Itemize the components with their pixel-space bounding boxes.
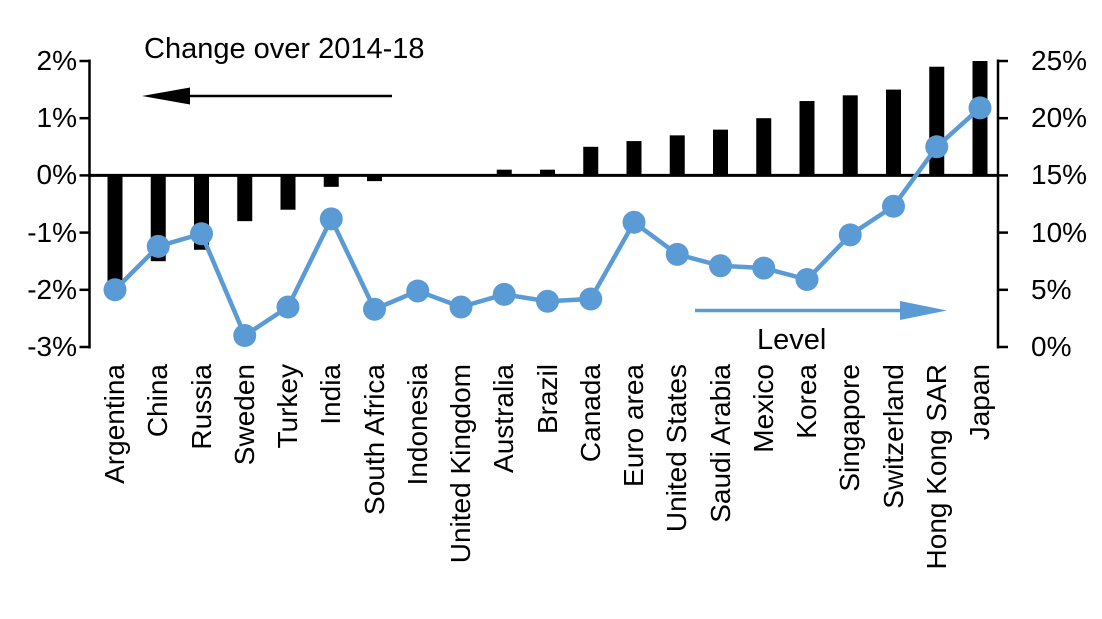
x-axis-label: Brazil [531, 364, 563, 435]
bar [540, 169, 555, 176]
line-dot [536, 289, 559, 313]
bar [323, 175, 339, 187]
line-dot [795, 268, 819, 292]
right-axis-tick-label: 20% [1031, 102, 1088, 134]
x-axis-label: Indonesia [401, 364, 433, 486]
line-dot [233, 324, 257, 348]
line-dot [363, 297, 386, 321]
bar [496, 169, 512, 176]
bar [626, 141, 642, 176]
left-series-label: Change over 2014-18 [144, 33, 425, 65]
right-axis-tick-label: 0% [1031, 331, 1072, 362]
x-axis-label: Australia [488, 364, 520, 473]
bar [842, 95, 858, 176]
right-axis-tick-label: 10% [1031, 216, 1088, 248]
x-axis-label: Korea [791, 364, 822, 439]
line-dot [752, 256, 776, 280]
line-dot [665, 242, 689, 266]
x-axis-label: Mexico [747, 364, 779, 453]
line-dot [882, 194, 905, 218]
bar [886, 89, 901, 176]
left-axis-tick-label: 0% [36, 159, 77, 191]
x-axis-label: Argentina [99, 364, 130, 484]
right-series-label: Level [757, 324, 827, 356]
bar-series [107, 61, 988, 285]
line-series [103, 96, 992, 348]
line-dot [925, 135, 949, 159]
x-axis-label: Hong Kong SAR [920, 364, 952, 570]
line-dot [146, 234, 170, 258]
x-axis-label: United Kingdom [445, 364, 476, 564]
line-dot [622, 210, 646, 234]
bar [583, 146, 599, 176]
x-axis-label: Russia [185, 364, 217, 450]
bar [107, 175, 123, 285]
x-axis-label: India [315, 364, 347, 425]
x-axis-label: Turkey [272, 364, 303, 449]
bar [929, 66, 945, 176]
line-dot [838, 223, 862, 247]
line-dot [190, 222, 213, 246]
left-axis-tick-label: 1% [36, 102, 77, 134]
line-dot [406, 279, 430, 303]
bar [669, 135, 685, 176]
line-dot [103, 278, 127, 302]
bar [713, 129, 728, 176]
x-axis-label: Euro area [618, 364, 649, 487]
x-axis-label: South Africa [358, 364, 390, 515]
x-axis-label: Switzerland [877, 364, 909, 509]
left-axis-tick-label: -2% [27, 273, 77, 305]
bar [367, 175, 382, 182]
x-axis-label: United States [661, 364, 693, 533]
line-dot [449, 295, 473, 319]
left-arrow-icon [142, 87, 392, 105]
line-dot [579, 287, 603, 311]
x-axis-label: Saudi Arabia [704, 364, 736, 523]
line-dot [276, 295, 300, 319]
line-dot [968, 96, 992, 120]
right-axis-tick-label: 25% [1031, 45, 1088, 76]
x-axis-label: Singapore [834, 364, 866, 492]
left-axis-tick-label: -3% [27, 331, 77, 362]
left-axis-tick-label: -1% [27, 216, 77, 248]
line-dot [709, 254, 732, 278]
x-axis-label: Canada [574, 364, 606, 463]
bar [799, 101, 815, 176]
right-arrow-icon [695, 301, 947, 320]
right-axis-tick-label: 5% [1031, 273, 1072, 305]
x-axis-label: China [142, 364, 174, 438]
x-axis-label: Japan [964, 364, 995, 441]
bar [756, 118, 772, 176]
bar [237, 175, 253, 222]
line-dot [319, 207, 343, 231]
bar [280, 175, 296, 210]
left-axis-tick-label: 2% [36, 45, 77, 76]
line-dot [492, 282, 516, 306]
right-axis-tick-label: 15% [1031, 159, 1088, 191]
x-axis-label: Sweden [228, 364, 260, 466]
